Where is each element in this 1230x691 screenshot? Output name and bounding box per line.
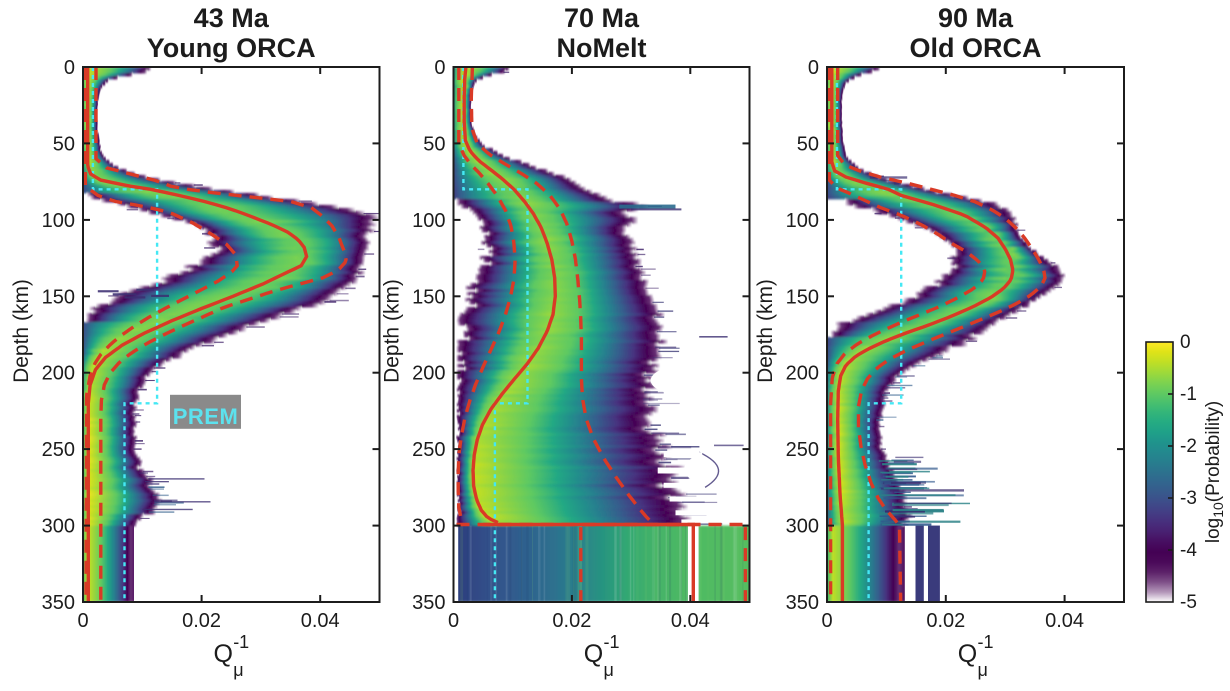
- svg-text:-5: -5: [1180, 592, 1197, 613]
- svg-text:0.04: 0.04: [671, 610, 710, 632]
- svg-text:43 Ma: 43 Ma: [194, 3, 270, 33]
- svg-text:250: 250: [42, 439, 75, 461]
- svg-text:0.02: 0.02: [552, 610, 591, 632]
- svg-text:Q: Q: [958, 640, 977, 668]
- svg-text:200: 200: [42, 363, 75, 385]
- svg-text:300: 300: [786, 516, 819, 538]
- svg-text:μ: μ: [233, 660, 243, 680]
- svg-text:0.04: 0.04: [301, 610, 340, 632]
- svg-text:200: 200: [786, 363, 819, 385]
- svg-text:350: 350: [786, 592, 819, 614]
- svg-text:log10(Probability): log10(Probability): [1203, 401, 1226, 543]
- svg-text:250: 250: [786, 439, 819, 461]
- svg-text:μ: μ: [604, 660, 614, 680]
- svg-text:0.04: 0.04: [1045, 610, 1084, 632]
- svg-text:150: 150: [42, 286, 75, 308]
- svg-text:350: 350: [412, 592, 445, 614]
- svg-text:0: 0: [821, 610, 832, 632]
- svg-text:150: 150: [786, 286, 819, 308]
- svg-text:NoMelt: NoMelt: [557, 33, 647, 63]
- svg-text:250: 250: [412, 439, 445, 461]
- svg-text:Depth (km): Depth (km): [10, 279, 33, 383]
- svg-text:50: 50: [797, 133, 819, 155]
- svg-text:Q: Q: [213, 640, 232, 668]
- svg-text:-3: -3: [1180, 488, 1197, 509]
- svg-text:-4: -4: [1180, 540, 1197, 561]
- svg-text:-1: -1: [604, 632, 620, 652]
- svg-text:70 Ma: 70 Ma: [564, 3, 640, 33]
- svg-text:350: 350: [42, 592, 75, 614]
- svg-text:100: 100: [786, 210, 819, 232]
- svg-text:0: 0: [808, 57, 819, 79]
- svg-text:0: 0: [1180, 332, 1191, 353]
- svg-text:300: 300: [42, 516, 75, 538]
- svg-text:0: 0: [434, 57, 445, 79]
- svg-text:100: 100: [412, 210, 445, 232]
- svg-text:150: 150: [412, 286, 445, 308]
- svg-text:100: 100: [42, 210, 75, 232]
- svg-text:50: 50: [423, 133, 445, 155]
- svg-text:-2: -2: [1180, 436, 1197, 457]
- svg-text:-1: -1: [978, 632, 994, 652]
- svg-text:Depth (km): Depth (km): [381, 279, 404, 383]
- svg-text:0.02: 0.02: [926, 610, 965, 632]
- svg-text:PREM: PREM: [173, 404, 239, 429]
- svg-text:50: 50: [53, 133, 75, 155]
- svg-text:μ: μ: [978, 660, 988, 680]
- svg-text:Depth (km): Depth (km): [754, 279, 777, 383]
- svg-text:0: 0: [448, 610, 459, 632]
- svg-text:0: 0: [77, 610, 88, 632]
- svg-text:0.02: 0.02: [182, 610, 221, 632]
- svg-text:200: 200: [412, 363, 445, 385]
- svg-text:0: 0: [64, 57, 75, 79]
- svg-text:Q: Q: [584, 640, 603, 668]
- svg-text:Young ORCA: Young ORCA: [147, 33, 316, 63]
- svg-text:300: 300: [412, 516, 445, 538]
- svg-text:90 Ma: 90 Ma: [938, 3, 1014, 33]
- svg-text:-1: -1: [1180, 384, 1197, 405]
- svg-text:Old ORCA: Old ORCA: [910, 33, 1042, 63]
- svg-text:-1: -1: [233, 632, 249, 652]
